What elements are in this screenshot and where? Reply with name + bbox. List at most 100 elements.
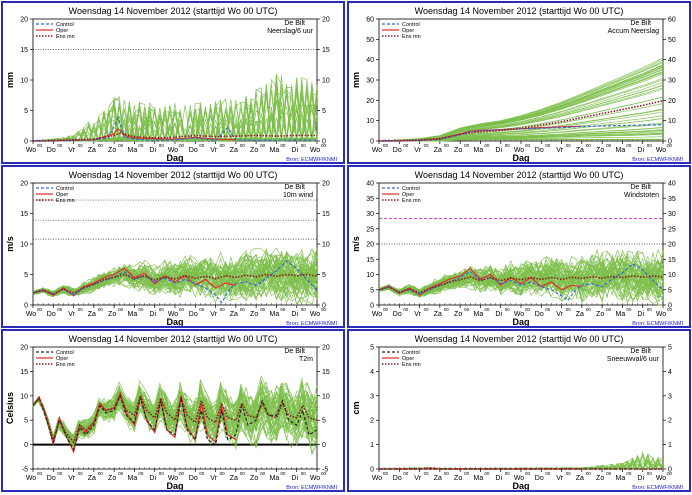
- x-tick-hour: 00: [240, 307, 246, 312]
- x-tick-label: Do: [189, 475, 198, 482]
- y-tick-label-right: 0: [668, 467, 672, 474]
- x-tick-hour: 00: [444, 307, 450, 312]
- x-tick-hour: 00: [260, 471, 266, 476]
- chart-panel-4: Woensdag 14 November 2012 (starttijd Wo …: [347, 165, 691, 328]
- x-tick-hour: 00: [199, 471, 205, 476]
- source-label: Bron: ECMWF/KNMI: [632, 485, 683, 490]
- x-tick-hour: 00: [403, 471, 409, 476]
- y-axis-label: mm: [5, 72, 15, 88]
- ensemble-member-line: [32, 255, 318, 296]
- x-tick-hour: 00: [383, 143, 389, 148]
- x-tick-label: Vr: [68, 475, 75, 482]
- y-tick-label-right: 0: [322, 139, 326, 146]
- y-tick-label-right: 20: [668, 98, 676, 105]
- y-tick-label-right: 60: [668, 17, 676, 24]
- x-tick-hour: 00: [159, 143, 165, 148]
- y-axis-label: m/s: [351, 236, 361, 252]
- x-tick-label: Wo: [310, 147, 320, 154]
- chart-svg: Woensdag 14 November 2012 (starttijd Wo …: [5, 334, 337, 491]
- legend-label: Control: [56, 186, 74, 192]
- x-tick-hour: 00: [179, 143, 185, 148]
- x-tick-label: Vr: [210, 147, 217, 154]
- ensemble-member-line: [378, 64, 664, 142]
- x-tick-hour: 00: [118, 471, 124, 476]
- chart-title: Woensdag 14 November 2012 (starttijd Wo …: [415, 6, 624, 16]
- x-tick-hour: 00: [667, 471, 673, 476]
- x-tick-hour: 00: [424, 143, 430, 148]
- x-tick-label: Vr: [210, 475, 217, 482]
- control-line: [32, 260, 318, 304]
- y-tick-label-left: 10: [20, 242, 28, 249]
- x-tick-hour: 00: [301, 143, 307, 148]
- x-tick-hour: 00: [98, 471, 104, 476]
- x-tick-hour: 00: [280, 471, 286, 476]
- ens-mean-line: [32, 393, 318, 444]
- y-tick-label-right: 20: [668, 242, 676, 249]
- y-tick-label-left: 40: [366, 181, 374, 188]
- x-tick-hour: 00: [159, 307, 165, 312]
- y-tick-label-right: -5: [322, 467, 328, 474]
- control-line: [378, 263, 664, 302]
- x-tick-hour: 00: [484, 471, 490, 476]
- station-label: De Bilt: [284, 20, 305, 27]
- y-tick-label-right: 0: [322, 303, 326, 310]
- y-tick-label-left: 20: [366, 98, 374, 105]
- legend-label: Control: [56, 350, 74, 356]
- x-tick-label: Di: [291, 311, 298, 318]
- x-tick-hour: 00: [199, 307, 205, 312]
- y-tick-label-right: 15: [322, 47, 330, 54]
- x-tick-hour: 00: [138, 307, 144, 312]
- x-tick-label: Wo: [514, 147, 524, 154]
- y-tick-label-left: 15: [20, 211, 28, 218]
- variable-label: 10m wind: [283, 192, 313, 199]
- y-tick-label-left: 3: [370, 393, 374, 400]
- source-label: Bron: ECMWF/KNMI: [286, 485, 337, 490]
- y-tick-label-left: 0: [24, 442, 28, 449]
- y-tick-label-right: 1: [668, 442, 672, 449]
- y-tick-label-left: 15: [366, 257, 374, 264]
- x-tick-label: Za: [88, 147, 96, 154]
- y-tick-label-left: 5: [24, 272, 28, 279]
- y-tick-label-right: 20: [322, 17, 330, 24]
- x-tick-hour: 00: [647, 471, 653, 476]
- x-tick-label: Wo: [514, 475, 524, 482]
- x-tick-hour: 00: [525, 143, 531, 148]
- legend-label: Ens mn: [56, 198, 75, 204]
- y-tick-label-right: 15: [322, 369, 330, 376]
- x-tick-label: Di: [149, 311, 156, 318]
- x-tick-hour: 00: [484, 307, 490, 312]
- x-tick-label: Zo: [250, 147, 258, 154]
- x-tick-hour: 00: [321, 143, 327, 148]
- x-tick-label: Zo: [250, 311, 258, 318]
- y-tick-label-left: 30: [366, 211, 374, 218]
- chart-panel-5: Woensdag 14 November 2012 (starttijd Wo …: [1, 329, 345, 492]
- x-tick-label: Wo: [26, 147, 36, 154]
- x-tick-hour: 00: [505, 307, 511, 312]
- x-tick-hour: 00: [464, 143, 470, 148]
- x-axis-label: Dag: [166, 153, 183, 162]
- legend-label: Oper: [56, 356, 68, 362]
- y-tick-label-left: 15: [20, 47, 28, 54]
- x-tick-label: Ma: [128, 475, 138, 482]
- y-tick-label-left: 25: [366, 226, 374, 233]
- x-tick-hour: 00: [424, 471, 430, 476]
- y-tick-label-left: 20: [20, 17, 28, 24]
- y-tick-label-left: 10: [20, 393, 28, 400]
- x-tick-label: Wo: [656, 475, 666, 482]
- x-tick-hour: 00: [321, 307, 327, 312]
- x-tick-label: Ma: [616, 311, 626, 318]
- y-tick-label-left: 10: [366, 118, 374, 125]
- x-tick-hour: 00: [260, 307, 266, 312]
- x-tick-label: Wo: [514, 311, 524, 318]
- x-tick-label: Wo: [26, 311, 36, 318]
- ensemble-member-line: [378, 64, 664, 142]
- x-tick-hour: 00: [383, 471, 389, 476]
- x-tick-hour: 00: [626, 143, 632, 148]
- x-tick-label: Za: [88, 475, 96, 482]
- chart-panel-2: Woensdag 14 November 2012 (starttijd Wo …: [347, 1, 691, 164]
- legend-label: Ens mn: [402, 198, 421, 204]
- x-tick-hour: 00: [626, 307, 632, 312]
- x-tick-hour: 00: [586, 471, 592, 476]
